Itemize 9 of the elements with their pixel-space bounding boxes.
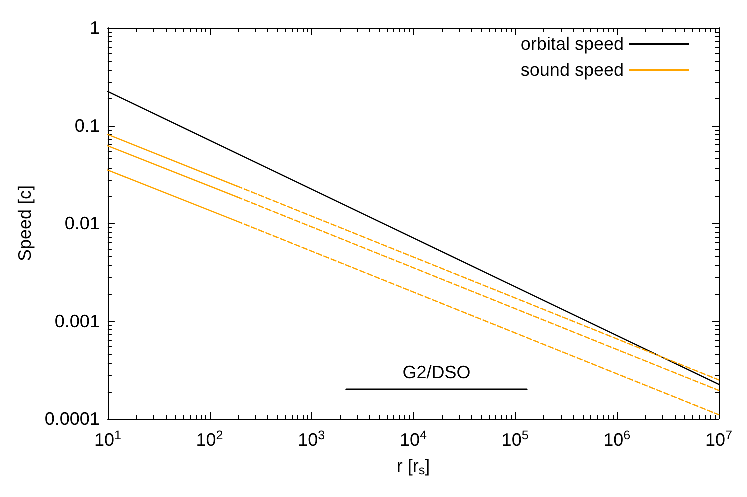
legend-label: sound speed (520, 60, 624, 80)
legend-label: orbital speed (520, 34, 624, 54)
y-axis-title: Speed [c] (15, 185, 35, 262)
y-tick-label: 0.001 (54, 311, 100, 332)
y-tick-label: 0.1 (74, 116, 100, 136)
annotation: G2/DSO (402, 362, 471, 383)
y-tick-label: 0.01 (64, 214, 100, 234)
y-tick-label: 1 (90, 18, 100, 38)
y-tick-label: 0.0001 (44, 409, 100, 429)
